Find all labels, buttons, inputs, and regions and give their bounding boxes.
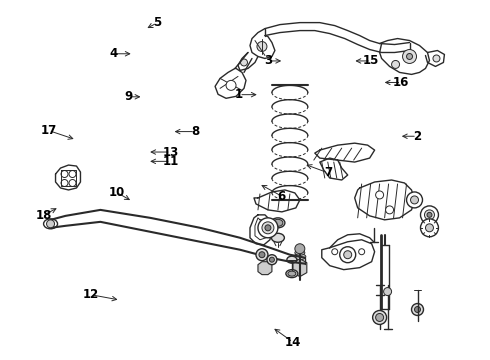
Ellipse shape [44, 219, 57, 229]
Circle shape [359, 249, 365, 255]
Circle shape [61, 171, 68, 177]
Ellipse shape [286, 270, 298, 278]
Text: 11: 11 [163, 155, 179, 168]
Polygon shape [293, 259, 307, 276]
Circle shape [411, 196, 418, 204]
Circle shape [332, 249, 338, 255]
Circle shape [412, 303, 423, 315]
Text: 9: 9 [124, 90, 133, 103]
Circle shape [386, 206, 393, 214]
Text: 12: 12 [83, 288, 99, 301]
Circle shape [420, 206, 439, 224]
Circle shape [433, 55, 440, 62]
Text: 14: 14 [285, 336, 301, 348]
Circle shape [262, 222, 274, 234]
Text: 6: 6 [277, 190, 286, 203]
Text: 16: 16 [393, 76, 410, 89]
Ellipse shape [271, 233, 284, 242]
Circle shape [425, 224, 434, 232]
Polygon shape [258, 262, 272, 275]
Circle shape [241, 59, 247, 66]
Text: 15: 15 [363, 54, 379, 67]
Circle shape [270, 257, 274, 262]
Circle shape [407, 192, 422, 208]
Circle shape [376, 314, 384, 321]
Circle shape [61, 180, 68, 186]
Circle shape [226, 80, 236, 90]
Circle shape [258, 218, 278, 238]
Text: 8: 8 [191, 125, 199, 138]
Circle shape [265, 225, 271, 231]
Circle shape [69, 171, 76, 177]
Circle shape [420, 219, 439, 237]
Ellipse shape [271, 218, 285, 228]
Circle shape [259, 252, 265, 258]
Text: 2: 2 [413, 130, 421, 143]
Circle shape [372, 310, 387, 324]
Text: 7: 7 [324, 166, 332, 179]
Circle shape [295, 244, 305, 254]
Text: 18: 18 [35, 209, 52, 222]
Ellipse shape [294, 254, 306, 260]
Text: 3: 3 [265, 54, 272, 67]
Circle shape [403, 50, 416, 63]
Ellipse shape [287, 256, 297, 263]
Circle shape [257, 41, 267, 51]
Circle shape [427, 212, 432, 217]
Circle shape [340, 247, 356, 263]
Circle shape [376, 191, 384, 199]
Text: 5: 5 [153, 17, 161, 30]
Circle shape [407, 54, 413, 59]
Ellipse shape [295, 250, 305, 255]
Circle shape [47, 220, 54, 228]
Circle shape [392, 60, 399, 68]
Circle shape [69, 180, 76, 186]
Ellipse shape [273, 219, 283, 226]
Text: 10: 10 [109, 186, 125, 199]
Circle shape [267, 255, 277, 265]
Text: 1: 1 [235, 88, 243, 101]
Circle shape [415, 306, 420, 312]
Circle shape [256, 249, 268, 261]
Circle shape [343, 251, 352, 259]
Circle shape [424, 210, 435, 220]
Text: 4: 4 [109, 47, 117, 60]
Ellipse shape [288, 271, 296, 276]
Text: 17: 17 [41, 124, 57, 137]
Text: 13: 13 [163, 145, 179, 158]
Circle shape [384, 288, 392, 296]
